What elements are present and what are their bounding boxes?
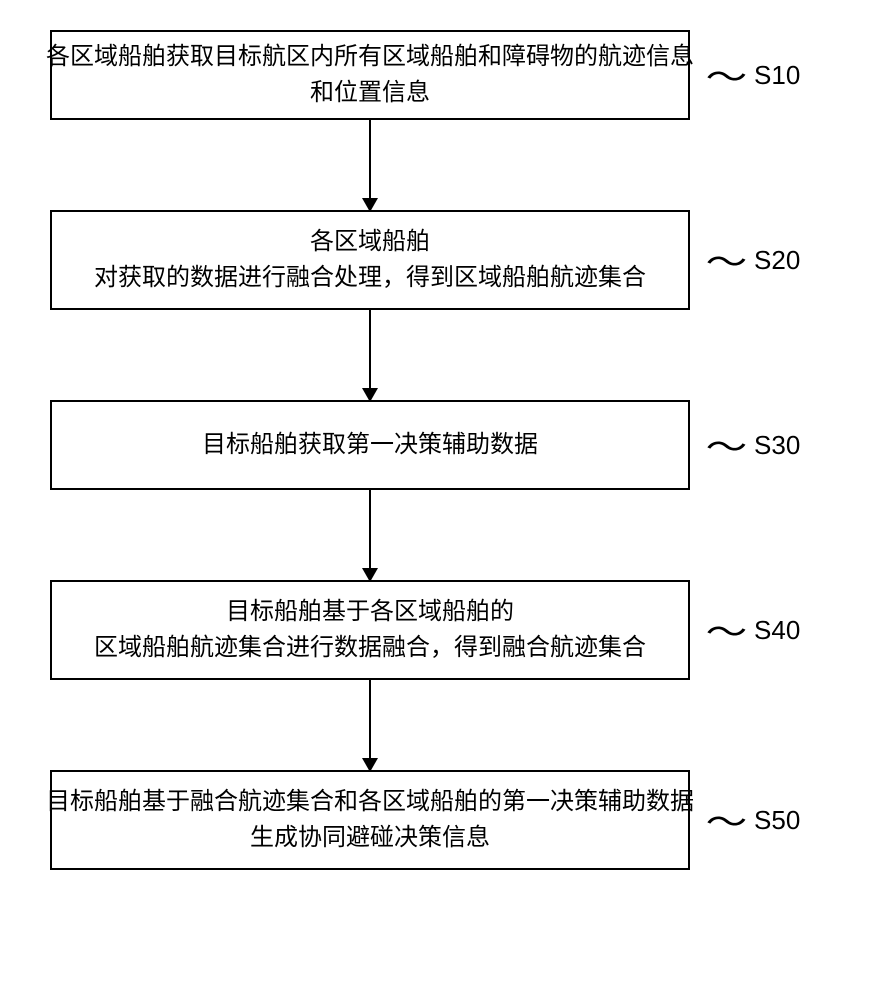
node-box-s40: 目标船舶基于各区域船舶的 区域船舶航迹集合进行数据融合，得到融合航迹集合 — [50, 580, 690, 680]
node-box-s30: 目标船舶获取第一决策辅助数据 — [50, 400, 690, 490]
node-text: 各区域船舶 — [310, 224, 430, 260]
step-id: S40 — [754, 615, 800, 646]
node-box-s10: 各区域船舶获取目标航区内所有区域船舶和障碍物的航迹信息 和位置信息 — [50, 30, 690, 120]
tilde-icon: 〜 — [706, 607, 744, 653]
node-box-s50: 目标船舶基于融合航迹集合和各区域船舶的第一决策辅助数据 生成协同避碰决策信息 — [50, 770, 690, 870]
arrow-connector — [50, 310, 690, 400]
step-id: S30 — [754, 430, 800, 461]
tilde-icon: 〜 — [706, 422, 744, 468]
node-text: 目标船舶基于各区域船舶的 — [226, 594, 514, 630]
step-id: S50 — [754, 805, 800, 836]
node-text: 生成协同避碰决策信息 — [250, 820, 490, 856]
step-id: S10 — [754, 60, 800, 91]
arrow-down-icon — [369, 120, 371, 210]
node-text: 区域船舶航迹集合进行数据融合，得到融合航迹集合 — [94, 630, 646, 666]
arrow-down-icon — [369, 680, 371, 770]
step-id: S20 — [754, 245, 800, 276]
flowchart-step-s30: 目标船舶获取第一决策辅助数据 〜 S30 — [50, 400, 846, 490]
step-label-s30: 〜 S30 — [710, 422, 800, 468]
flowchart-container: 各区域船舶获取目标航区内所有区域船舶和障碍物的航迹信息 和位置信息 〜 S10 … — [50, 30, 846, 870]
node-box-s20: 各区域船舶 对获取的数据进行融合处理，得到区域船舶航迹集合 — [50, 210, 690, 310]
tilde-icon: 〜 — [706, 797, 744, 843]
node-text: 对获取的数据进行融合处理，得到区域船舶航迹集合 — [94, 260, 646, 296]
step-label-s40: 〜 S40 — [710, 607, 800, 653]
flowchart-step-s20: 各区域船舶 对获取的数据进行融合处理，得到区域船舶航迹集合 〜 S20 — [50, 210, 846, 310]
arrow-connector — [50, 680, 690, 770]
flowchart-step-s40: 目标船舶基于各区域船舶的 区域船舶航迹集合进行数据融合，得到融合航迹集合 〜 S… — [50, 580, 846, 680]
step-label-s50: 〜 S50 — [710, 797, 800, 843]
tilde-icon: 〜 — [706, 237, 744, 283]
arrow-down-icon — [369, 310, 371, 400]
arrow-connector — [50, 490, 690, 580]
flowchart-step-s10: 各区域船舶获取目标航区内所有区域船舶和障碍物的航迹信息 和位置信息 〜 S10 — [50, 30, 846, 120]
arrow-connector — [50, 120, 690, 210]
step-label-s10: 〜 S10 — [710, 52, 800, 98]
node-text: 目标船舶获取第一决策辅助数据 — [202, 427, 538, 463]
arrow-down-icon — [369, 490, 371, 580]
node-text: 目标船舶基于融合航迹集合和各区域船舶的第一决策辅助数据 — [46, 784, 694, 820]
step-label-s20: 〜 S20 — [710, 237, 800, 283]
node-text: 和位置信息 — [310, 75, 430, 111]
node-text: 各区域船舶获取目标航区内所有区域船舶和障碍物的航迹信息 — [46, 39, 694, 75]
flowchart-step-s50: 目标船舶基于融合航迹集合和各区域船舶的第一决策辅助数据 生成协同避碰决策信息 〜… — [50, 770, 846, 870]
tilde-icon: 〜 — [706, 52, 744, 98]
